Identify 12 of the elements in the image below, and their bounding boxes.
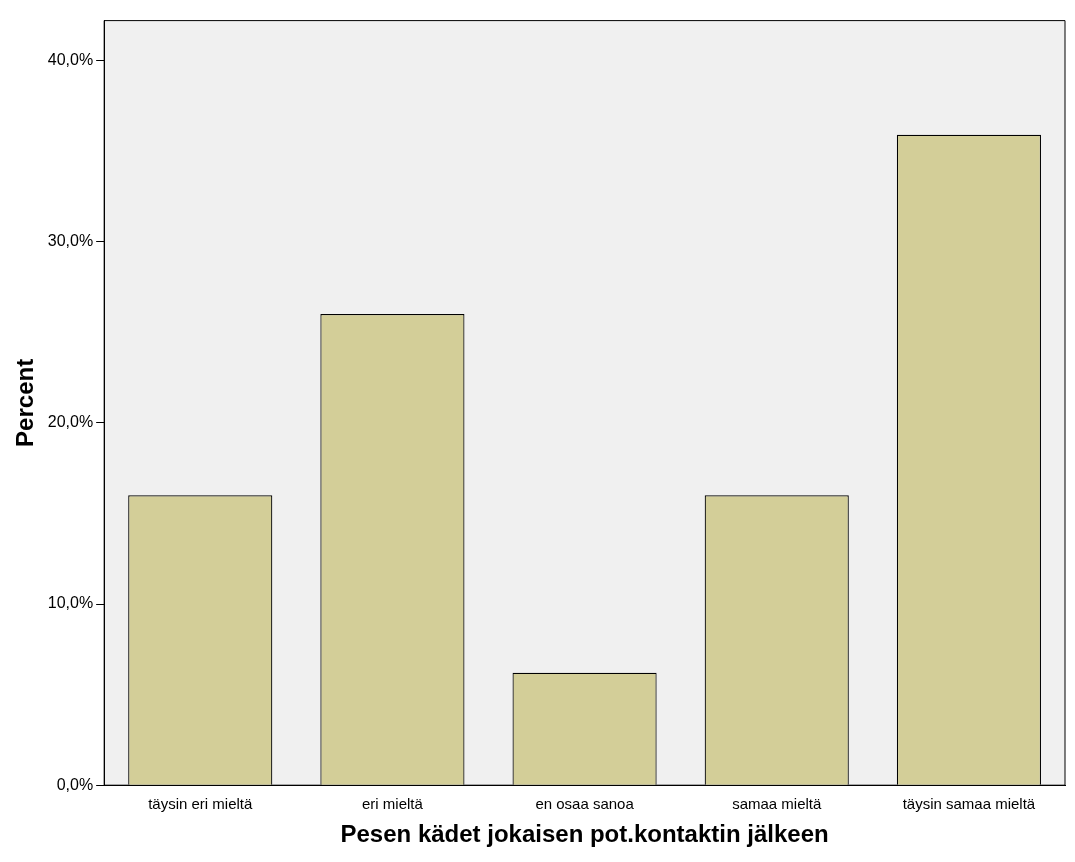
- x-tick-label: eri mieltä: [361, 795, 424, 813]
- y-axis-title: Percent: [11, 358, 39, 447]
- y-tick-label: 10,0%: [47, 594, 94, 612]
- x-tick-label: täysin eri mieltä: [148, 795, 254, 813]
- x-tick-label: en osaa sanoa: [535, 795, 635, 813]
- x-tick-label: täysin samaa mieltä: [902, 795, 1036, 813]
- y-tick-label: 40,0%: [47, 50, 94, 68]
- x-tick-label: samaa mieltä: [732, 795, 823, 813]
- x-axis-title: Pesen kädet jokaisen pot.kontaktin jälkeen: [340, 820, 829, 848]
- y-tick-label: 0,0%: [56, 775, 94, 793]
- y-tick-label: 20,0%: [47, 413, 94, 431]
- y-tick-label: 30,0%: [47, 232, 94, 250]
